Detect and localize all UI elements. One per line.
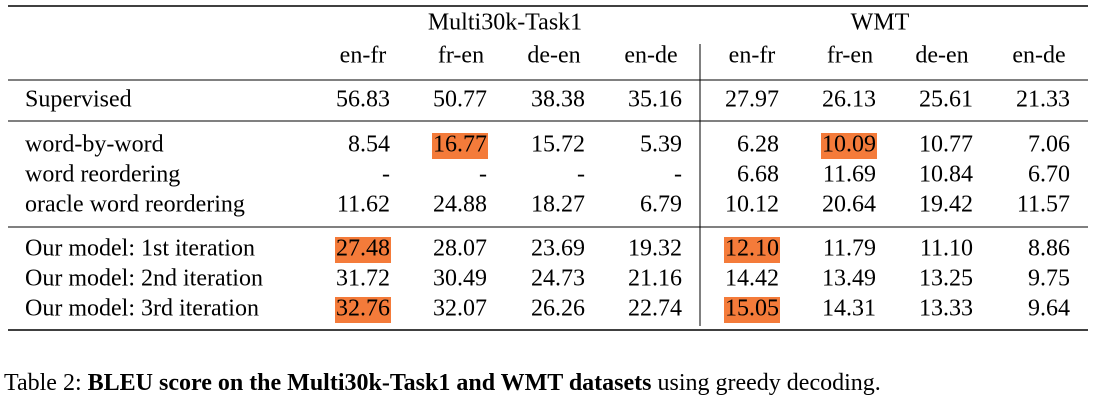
cell: 6.28 <box>737 132 779 158</box>
cell: 35.16 <box>628 87 682 113</box>
cell: 10.09 <box>822 132 876 158</box>
row-label: Our model: 2nd iteration <box>25 266 263 292</box>
cell: 32.76 <box>336 296 390 322</box>
cell: 11.79 <box>823 236 876 262</box>
cell: 21.33 <box>1016 87 1070 113</box>
cell: - <box>479 162 487 188</box>
cell: 22.74 <box>628 296 682 322</box>
highlight <box>821 133 877 159</box>
highlight <box>335 237 391 263</box>
cell: 9.75 <box>1028 266 1070 292</box>
cell: 27.97 <box>725 87 779 113</box>
group-header: WMT <box>851 10 910 36</box>
cell: 11.57 <box>1017 192 1070 218</box>
column-header: de-en <box>915 43 968 69</box>
cell: 56.83 <box>336 87 390 113</box>
cell: 7.06 <box>1028 132 1070 158</box>
cell: 26.26 <box>531 296 585 322</box>
cell: 31.72 <box>336 266 390 292</box>
cell: 12.10 <box>725 236 779 262</box>
row-label: word reordering <box>25 162 180 188</box>
column-header: en-fr <box>340 43 387 69</box>
column-header: en-de <box>1012 43 1065 69</box>
cell: 11.10 <box>920 236 973 262</box>
column-header: en-de <box>624 43 677 69</box>
cell: 13.49 <box>822 266 876 292</box>
cell: 15.72 <box>531 132 585 158</box>
group-header: Multi30k-Task1 <box>428 10 582 36</box>
column-header: fr-en <box>438 43 484 69</box>
cell: 6.70 <box>1028 162 1070 188</box>
cell: 10.77 <box>919 132 973 158</box>
cell: - <box>382 162 390 188</box>
cell: 18.27 <box>531 192 585 218</box>
cell: 28.07 <box>433 236 487 262</box>
column-header: fr-en <box>827 43 873 69</box>
cell: 32.07 <box>433 296 487 322</box>
cell: 24.73 <box>531 266 585 292</box>
cell: 6.79 <box>640 192 682 218</box>
cell: 13.25 <box>919 266 973 292</box>
cell: 19.32 <box>628 236 682 262</box>
cell: - <box>577 162 585 188</box>
cell: 15.05 <box>725 296 779 322</box>
cell: 8.54 <box>348 132 390 158</box>
highlight <box>432 133 488 159</box>
highlight <box>724 297 780 323</box>
cell: 11.62 <box>337 192 390 218</box>
cell: 16.77 <box>433 132 487 158</box>
row-label: oracle word reordering <box>25 192 245 218</box>
caption: Table 2: BLEU score on the Multi30k-Task… <box>4 370 881 396</box>
cell: 11.69 <box>823 162 876 188</box>
cell: 6.68 <box>737 162 779 188</box>
cell: 50.77 <box>433 87 487 113</box>
cell: 14.31 <box>822 296 876 322</box>
cell: 26.13 <box>822 87 876 113</box>
caption-label: Table 2: <box>4 370 82 396</box>
column-header: en-fr <box>729 43 776 69</box>
caption-bold: BLEU score on the Multi30k-Task1 and WMT… <box>88 370 652 396</box>
highlight <box>724 237 780 263</box>
cell: - <box>674 162 682 188</box>
cell: 19.42 <box>919 192 973 218</box>
row-label: Our model: 3rd iteration <box>25 296 259 322</box>
cell: 27.48 <box>336 236 390 262</box>
cell: 20.64 <box>822 192 876 218</box>
cell: 23.69 <box>531 236 585 262</box>
cell: 10.12 <box>725 192 779 218</box>
cell: 21.16 <box>628 266 682 292</box>
cell: 25.61 <box>919 87 973 113</box>
column-header: de-en <box>527 43 580 69</box>
cell: 5.39 <box>640 132 682 158</box>
caption-rest: using greedy decoding. <box>658 370 881 396</box>
cell: 14.42 <box>725 266 779 292</box>
row-label: Supervised <box>25 87 132 113</box>
highlight <box>335 297 391 323</box>
cell: 30.49 <box>433 266 487 292</box>
cell: 13.33 <box>919 296 973 322</box>
row-label: Our model: 1st iteration <box>25 236 255 262</box>
cell: 24.88 <box>433 192 487 218</box>
row-label: word-by-word <box>25 132 164 158</box>
cell: 38.38 <box>531 87 585 113</box>
cell: 9.64 <box>1028 296 1070 322</box>
cell: 8.86 <box>1028 236 1070 262</box>
cell: 10.84 <box>919 162 973 188</box>
